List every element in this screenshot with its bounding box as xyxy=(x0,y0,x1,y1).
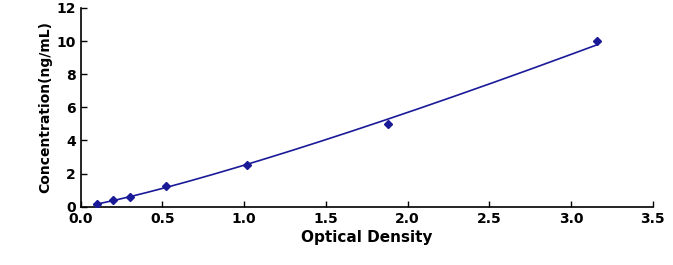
X-axis label: Optical Density: Optical Density xyxy=(301,230,433,245)
Y-axis label: Concentration(ng/mL): Concentration(ng/mL) xyxy=(38,21,52,193)
